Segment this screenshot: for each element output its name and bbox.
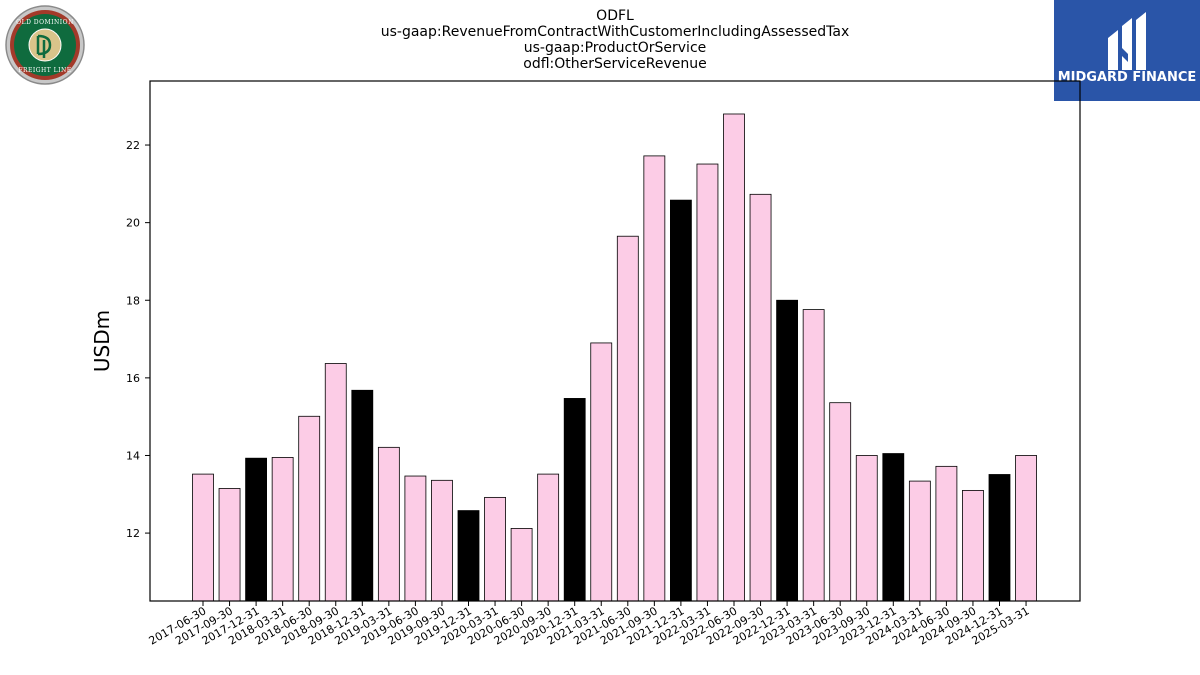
chart-title-line-2: us-gaap:RevenueFromContractWithCustomerI… <box>381 24 850 40</box>
chart-title-line-1: ODFL <box>596 8 634 24</box>
bar-2021-09-30 <box>643 155 666 602</box>
plot-frame <box>149 80 1081 602</box>
y-axis-ticks: 12 14 16 18 20 22 <box>126 139 150 540</box>
bar-2019-09-30 <box>431 479 453 602</box>
bars-group <box>192 113 1037 602</box>
bar-2020-03-31 <box>484 496 506 602</box>
y-tick-label: 18 <box>126 294 140 307</box>
y-tick-label: 12 <box>126 527 140 540</box>
bar-2023-06-30 <box>829 402 852 602</box>
bar-2024-09-30 <box>962 489 984 602</box>
bar-2017-09-30 <box>218 488 241 602</box>
bar-2022-03-31 <box>696 163 719 602</box>
bar-2024-06-30 <box>935 465 958 602</box>
y-tick-label: 16 <box>126 372 140 385</box>
seal-text-bottom: FREIGHT LINE <box>18 67 71 74</box>
old-dominion-logo: OLD DOMINION FREIGHT LINE <box>5 5 85 85</box>
y-tick-label: 22 <box>126 139 140 152</box>
bar-2019-03-31 <box>377 446 400 602</box>
bar-2023-12-31 <box>882 453 905 602</box>
midgard-finance-logo: MIDGARD FINANCE <box>1054 0 1200 101</box>
bar-2017-06-30 <box>192 473 214 602</box>
bar-2018-06-30 <box>298 415 321 602</box>
bar-2020-06-30 <box>510 528 533 602</box>
bar-2019-06-30 <box>404 475 427 602</box>
bar-2024-03-31 <box>908 480 931 602</box>
bar-2022-06-30 <box>723 113 745 602</box>
seal-text-top: OLD DOMINION <box>16 19 74 26</box>
chart-title-line-4: odfl:OtherServiceRevenue <box>523 56 706 72</box>
bar-2019-12-31 <box>457 510 480 602</box>
bar-2022-09-30 <box>749 193 772 602</box>
bar-2023-09-30 <box>855 455 878 602</box>
bar-2018-12-31 <box>351 389 374 602</box>
bar-2021-03-31 <box>590 342 613 602</box>
bar-2021-06-30 <box>616 235 639 602</box>
midgard-m-icon <box>1108 12 1146 70</box>
bar-2017-12-31 <box>245 457 268 602</box>
chart-title: ODFL us-gaap:RevenueFromContractWithCust… <box>381 8 850 72</box>
plot-area: 12 14 16 18 20 22 2017-06-302017-09-302017-12… <box>126 80 1081 648</box>
bar-2020-09-30 <box>537 473 560 602</box>
bar-2024-12-31 <box>988 474 1011 602</box>
chart-title-line-3: us-gaap:ProductOrService <box>524 40 707 56</box>
bar-2023-03-31 <box>802 309 825 602</box>
y-tick-label: 14 <box>126 449 140 462</box>
od-monogram-icon <box>36 34 52 58</box>
midgard-logo-text: MIDGARD FINANCE <box>1058 70 1197 85</box>
bar-2018-03-31 <box>271 457 294 602</box>
bar-2021-12-31 <box>670 199 692 602</box>
x-axis-ticks: 2017-06-302017-09-302017-12-312018-03-31… <box>147 601 1032 648</box>
bar-2018-09-30 <box>324 363 347 602</box>
y-tick-label: 20 <box>126 217 140 230</box>
bar-2025-03-31 <box>1015 455 1037 602</box>
bar-2020-12-31 <box>563 398 586 602</box>
bar-2022-12-31 <box>776 299 798 602</box>
y-axis-label: USDm <box>90 310 114 372</box>
